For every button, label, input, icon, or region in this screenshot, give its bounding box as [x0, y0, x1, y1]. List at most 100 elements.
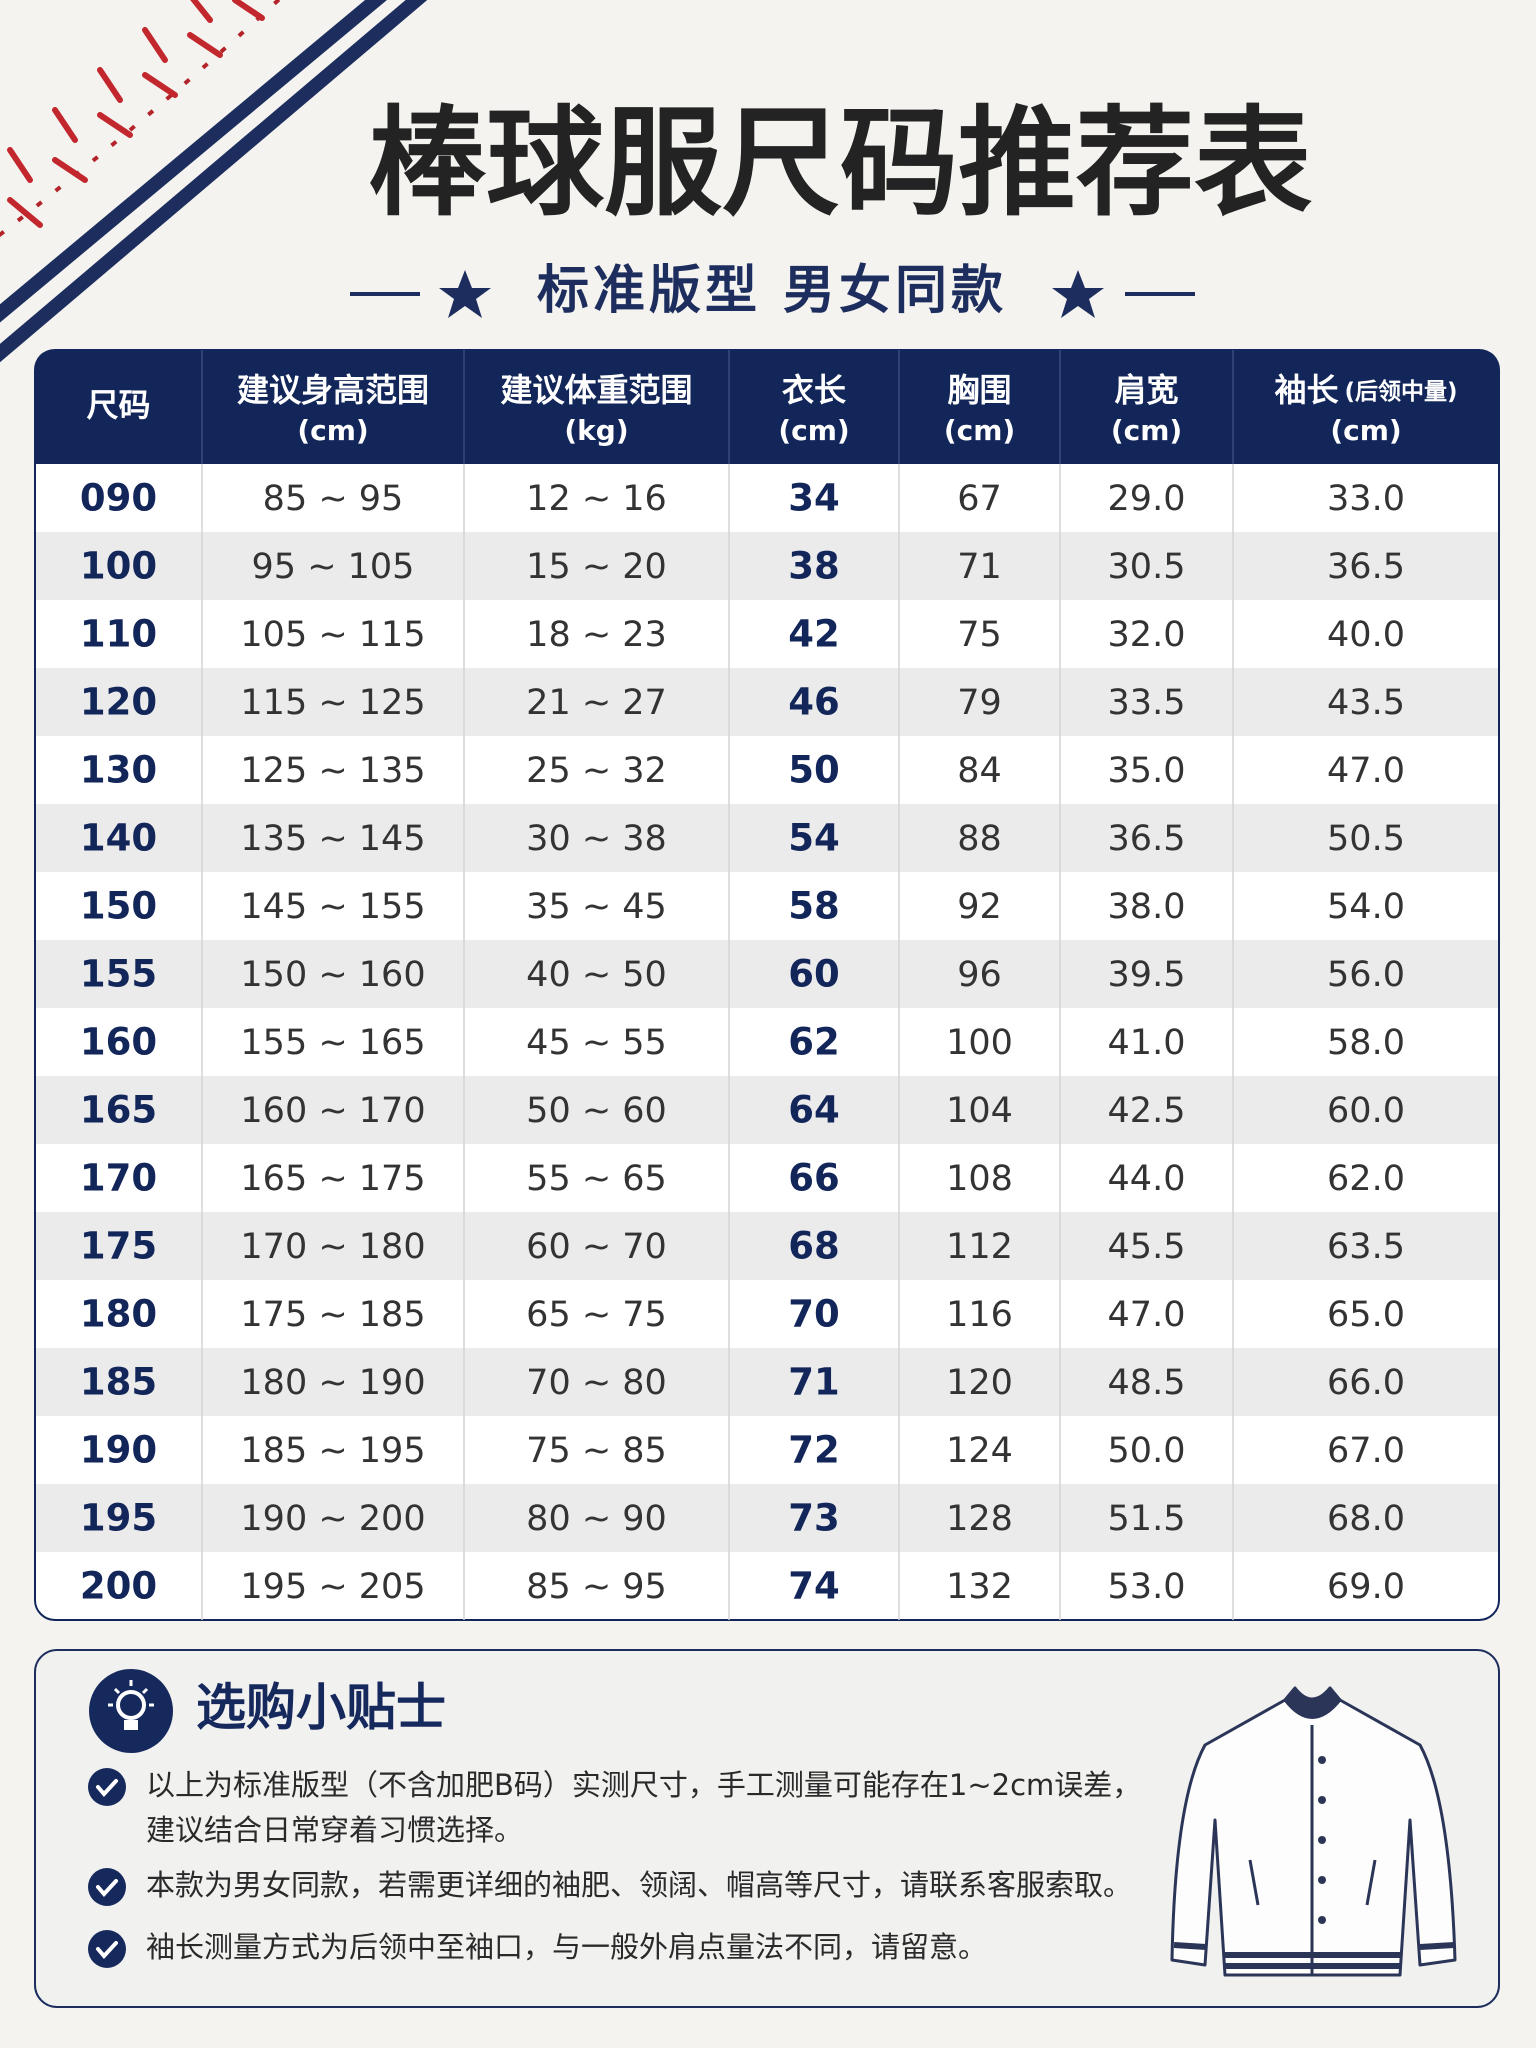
row-stripe: [36, 940, 1498, 1008]
table-cell: 60.0: [1327, 1091, 1405, 1131]
column-header: 建议身高范围: [237, 371, 429, 409]
table-cell: 41.0: [1108, 1023, 1186, 1063]
table-cell: 116: [946, 1295, 1013, 1335]
title: 棒球服尺码推荐表: [368, 94, 1312, 232]
table-cell: 36.5: [1108, 819, 1186, 859]
check-icon: [88, 1768, 126, 1806]
table-cell: 75: [957, 615, 1002, 655]
table-cell: 30 ~ 38: [526, 819, 667, 859]
table-cell: 44.0: [1108, 1159, 1186, 1199]
check-mark: [96, 1941, 118, 1960]
table-cell: 38: [788, 545, 840, 588]
table-cell: 47.0: [1108, 1295, 1186, 1335]
size-cell: 100: [80, 545, 157, 588]
size-cell: 200: [80, 1565, 157, 1608]
table-cell: 58: [788, 885, 840, 928]
table-cell: 56.0: [1327, 955, 1405, 995]
table-cell: 70 ~ 80: [526, 1363, 667, 1403]
table-cell: 68.0: [1327, 1499, 1405, 1539]
table-cell: 29.0: [1108, 479, 1186, 519]
size-cell: 160: [80, 1021, 157, 1064]
table-cell: 33.5: [1108, 683, 1186, 723]
table-cell: 170 ~ 180: [240, 1227, 425, 1267]
tip-text: 以上为标准版型（不含加肥B码）实测尺寸，手工测量可能存在1~2cm误差，: [146, 1768, 1141, 1802]
table-cell: 25 ~ 32: [526, 751, 667, 791]
table-cell: 92: [957, 887, 1002, 927]
size-cell: 130: [80, 749, 157, 792]
size-cell: 190: [80, 1429, 157, 1472]
table-cell: 88: [957, 819, 1002, 859]
table-cell: 150 ~ 160: [240, 955, 425, 995]
table-cell: 55 ~ 65: [526, 1159, 667, 1199]
subtitle: 标准版型 男女同款: [537, 261, 1007, 321]
table-cell: 85 ~ 95: [526, 1567, 667, 1607]
table-cell: 160 ~ 170: [240, 1091, 425, 1131]
table-cell: 46: [788, 681, 840, 724]
column-header: 尺码: [86, 386, 150, 424]
table-cell: 51.5: [1108, 1499, 1186, 1539]
column-name: 胸围: [947, 371, 1011, 409]
baseball-decoration: [0, 0, 428, 363]
row-stripe: [36, 804, 1498, 872]
table-cell: 40.0: [1327, 615, 1405, 655]
table-cell: 50.5: [1327, 819, 1405, 859]
size-cell: 165: [80, 1089, 157, 1132]
table-cell: 120: [946, 1363, 1013, 1403]
column-unit: (cm): [778, 414, 849, 447]
size-cell: 090: [80, 477, 157, 520]
table-cell: 42.5: [1108, 1091, 1186, 1131]
table-cell: 45 ~ 55: [526, 1023, 667, 1063]
table-cell: 54: [788, 817, 840, 860]
table-cell: 12 ~ 16: [526, 479, 667, 519]
tip-text: 本款为男女同款，若需更详细的袖肥、领阔、帽高等尺寸，请联系客服索取。: [146, 1868, 1132, 1902]
table-cell: 96: [957, 955, 1002, 995]
table-cell: 58.0: [1327, 1023, 1405, 1063]
table-cell: 79: [957, 683, 1002, 723]
table-cell: 100: [946, 1023, 1013, 1063]
column-unit: (kg): [564, 414, 628, 447]
table-cell: 43.5: [1327, 683, 1405, 723]
bulb-icon: [89, 1669, 173, 1753]
row-stripe: [36, 532, 1498, 600]
table-cell: 32.0: [1108, 615, 1186, 655]
tip-text: 建议结合日常穿着习惯选择。: [146, 1813, 523, 1847]
jacket-illustration: [1170, 1686, 1457, 1977]
tips-box: [34, 1649, 1500, 2008]
table-cell: 68: [788, 1225, 840, 1268]
table-cell: 54.0: [1327, 887, 1405, 927]
size-cell: 140: [80, 817, 157, 860]
table-cell: 70: [788, 1293, 840, 1336]
row-stripe: [36, 1484, 1498, 1552]
table-cell: 84: [957, 751, 1002, 791]
table-cell: 65.0: [1327, 1295, 1405, 1335]
size-cell: 175: [80, 1225, 157, 1268]
table-cell: 50 ~ 60: [526, 1091, 667, 1131]
table-cell: 21 ~ 27: [526, 683, 667, 723]
table-cell: 18 ~ 23: [526, 615, 667, 655]
table-cell: 34: [788, 477, 840, 520]
size-cell: 170: [80, 1157, 157, 1200]
subtitle-decoration: [350, 270, 1195, 318]
table-cell: 63.5: [1327, 1227, 1405, 1267]
table-cell: 62: [788, 1021, 840, 1064]
check-icon: [88, 1930, 126, 1968]
table-cell: 60 ~ 70: [526, 1227, 667, 1267]
row-stripe: [36, 1212, 1498, 1280]
column-header: 建议体重范围: [500, 371, 692, 409]
tip-text: 袖长测量方式为后领中至袖口，与一般外肩点量法不同，请留意。: [146, 1930, 987, 1964]
column-unit: (cm): [944, 414, 1015, 447]
table-cell: 185 ~ 195: [240, 1431, 425, 1471]
table-cell: 67.0: [1327, 1431, 1405, 1471]
table-cell: 35.0: [1108, 751, 1186, 791]
table-cell: 165 ~ 175: [240, 1159, 425, 1199]
table-cell: 67: [957, 479, 1002, 519]
table-header-bg: [35, 350, 1499, 464]
table-cell: 104: [946, 1091, 1013, 1131]
check-icon: [88, 1868, 126, 1906]
column-name: 肩宽: [1114, 371, 1178, 409]
column-name: 建议体重范围: [500, 371, 692, 409]
tips-list: 以上为标准版型（不含加肥B码）实测尺寸，手工测量可能存在1~2cm误差， 建议结合…: [88, 1768, 1141, 1968]
table-cell: 74: [788, 1565, 840, 1608]
table-cell: 50.0: [1108, 1431, 1186, 1471]
